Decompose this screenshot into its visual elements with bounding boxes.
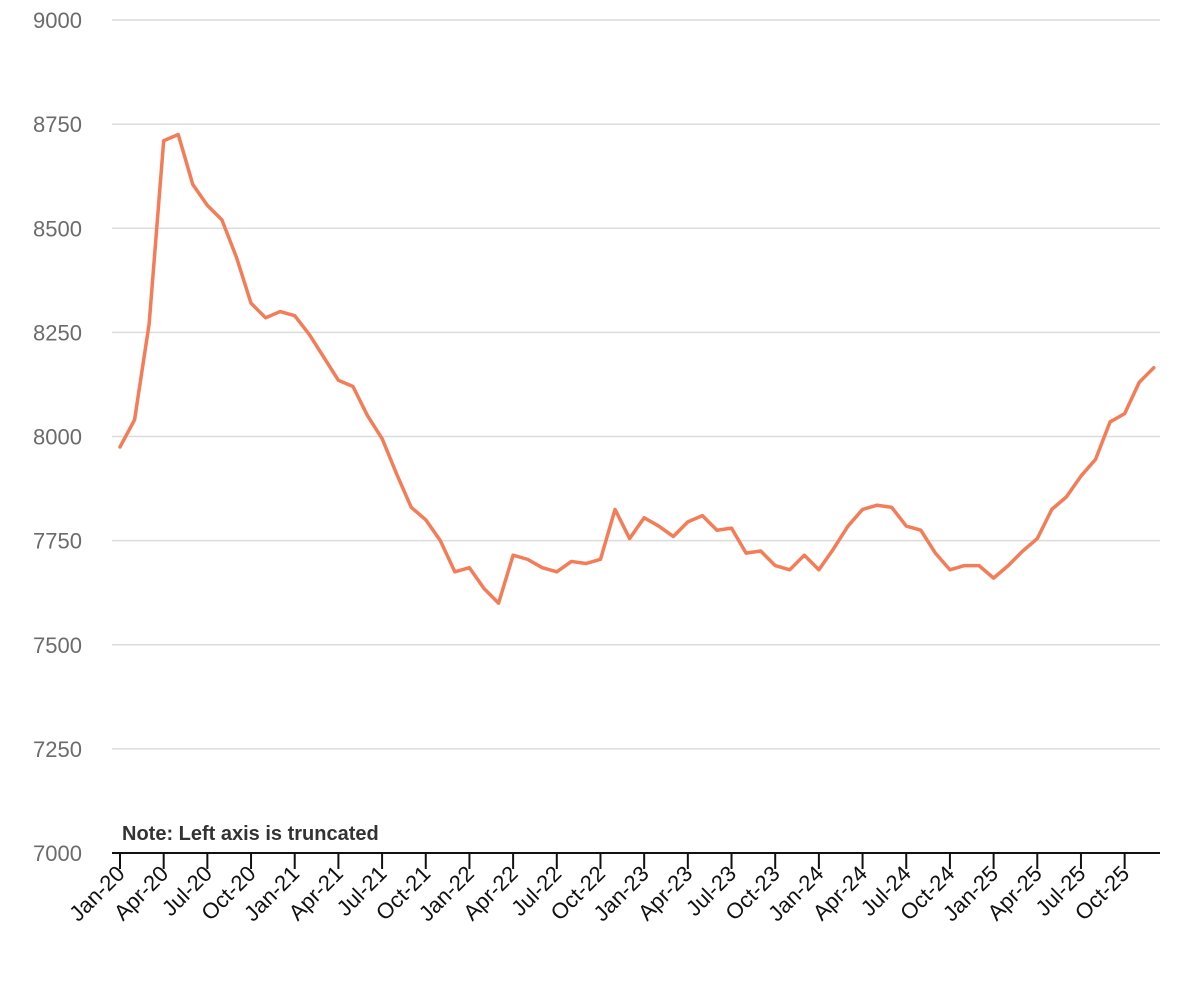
y-tick-label: 7500 [33,633,82,658]
y-tick-label: 8000 [33,425,82,450]
series-line [118,132,1156,605]
y-tick-label: 7000 [33,841,82,866]
y-tick-label: 8500 [33,216,82,241]
y-tick-label: 7250 [33,737,82,762]
axis-note: Note: Left axis is truncated [122,823,379,845]
y-tick-label: 7750 [33,529,82,554]
y-axis-tick-labels: 7000 7250 7500 7750 8000 8250 8500 8750 9000 [33,8,82,866]
y-tick-label: 8250 [33,320,82,345]
gridlines [112,19,1160,750]
y-tick-label: 9000 [33,8,82,33]
y-tick-label: 8750 [33,112,82,137]
x-axis-ticks: Jan-20Apr-20Jul-20Oct-20Jan-21Apr-21Jul-… [64,853,1134,926]
